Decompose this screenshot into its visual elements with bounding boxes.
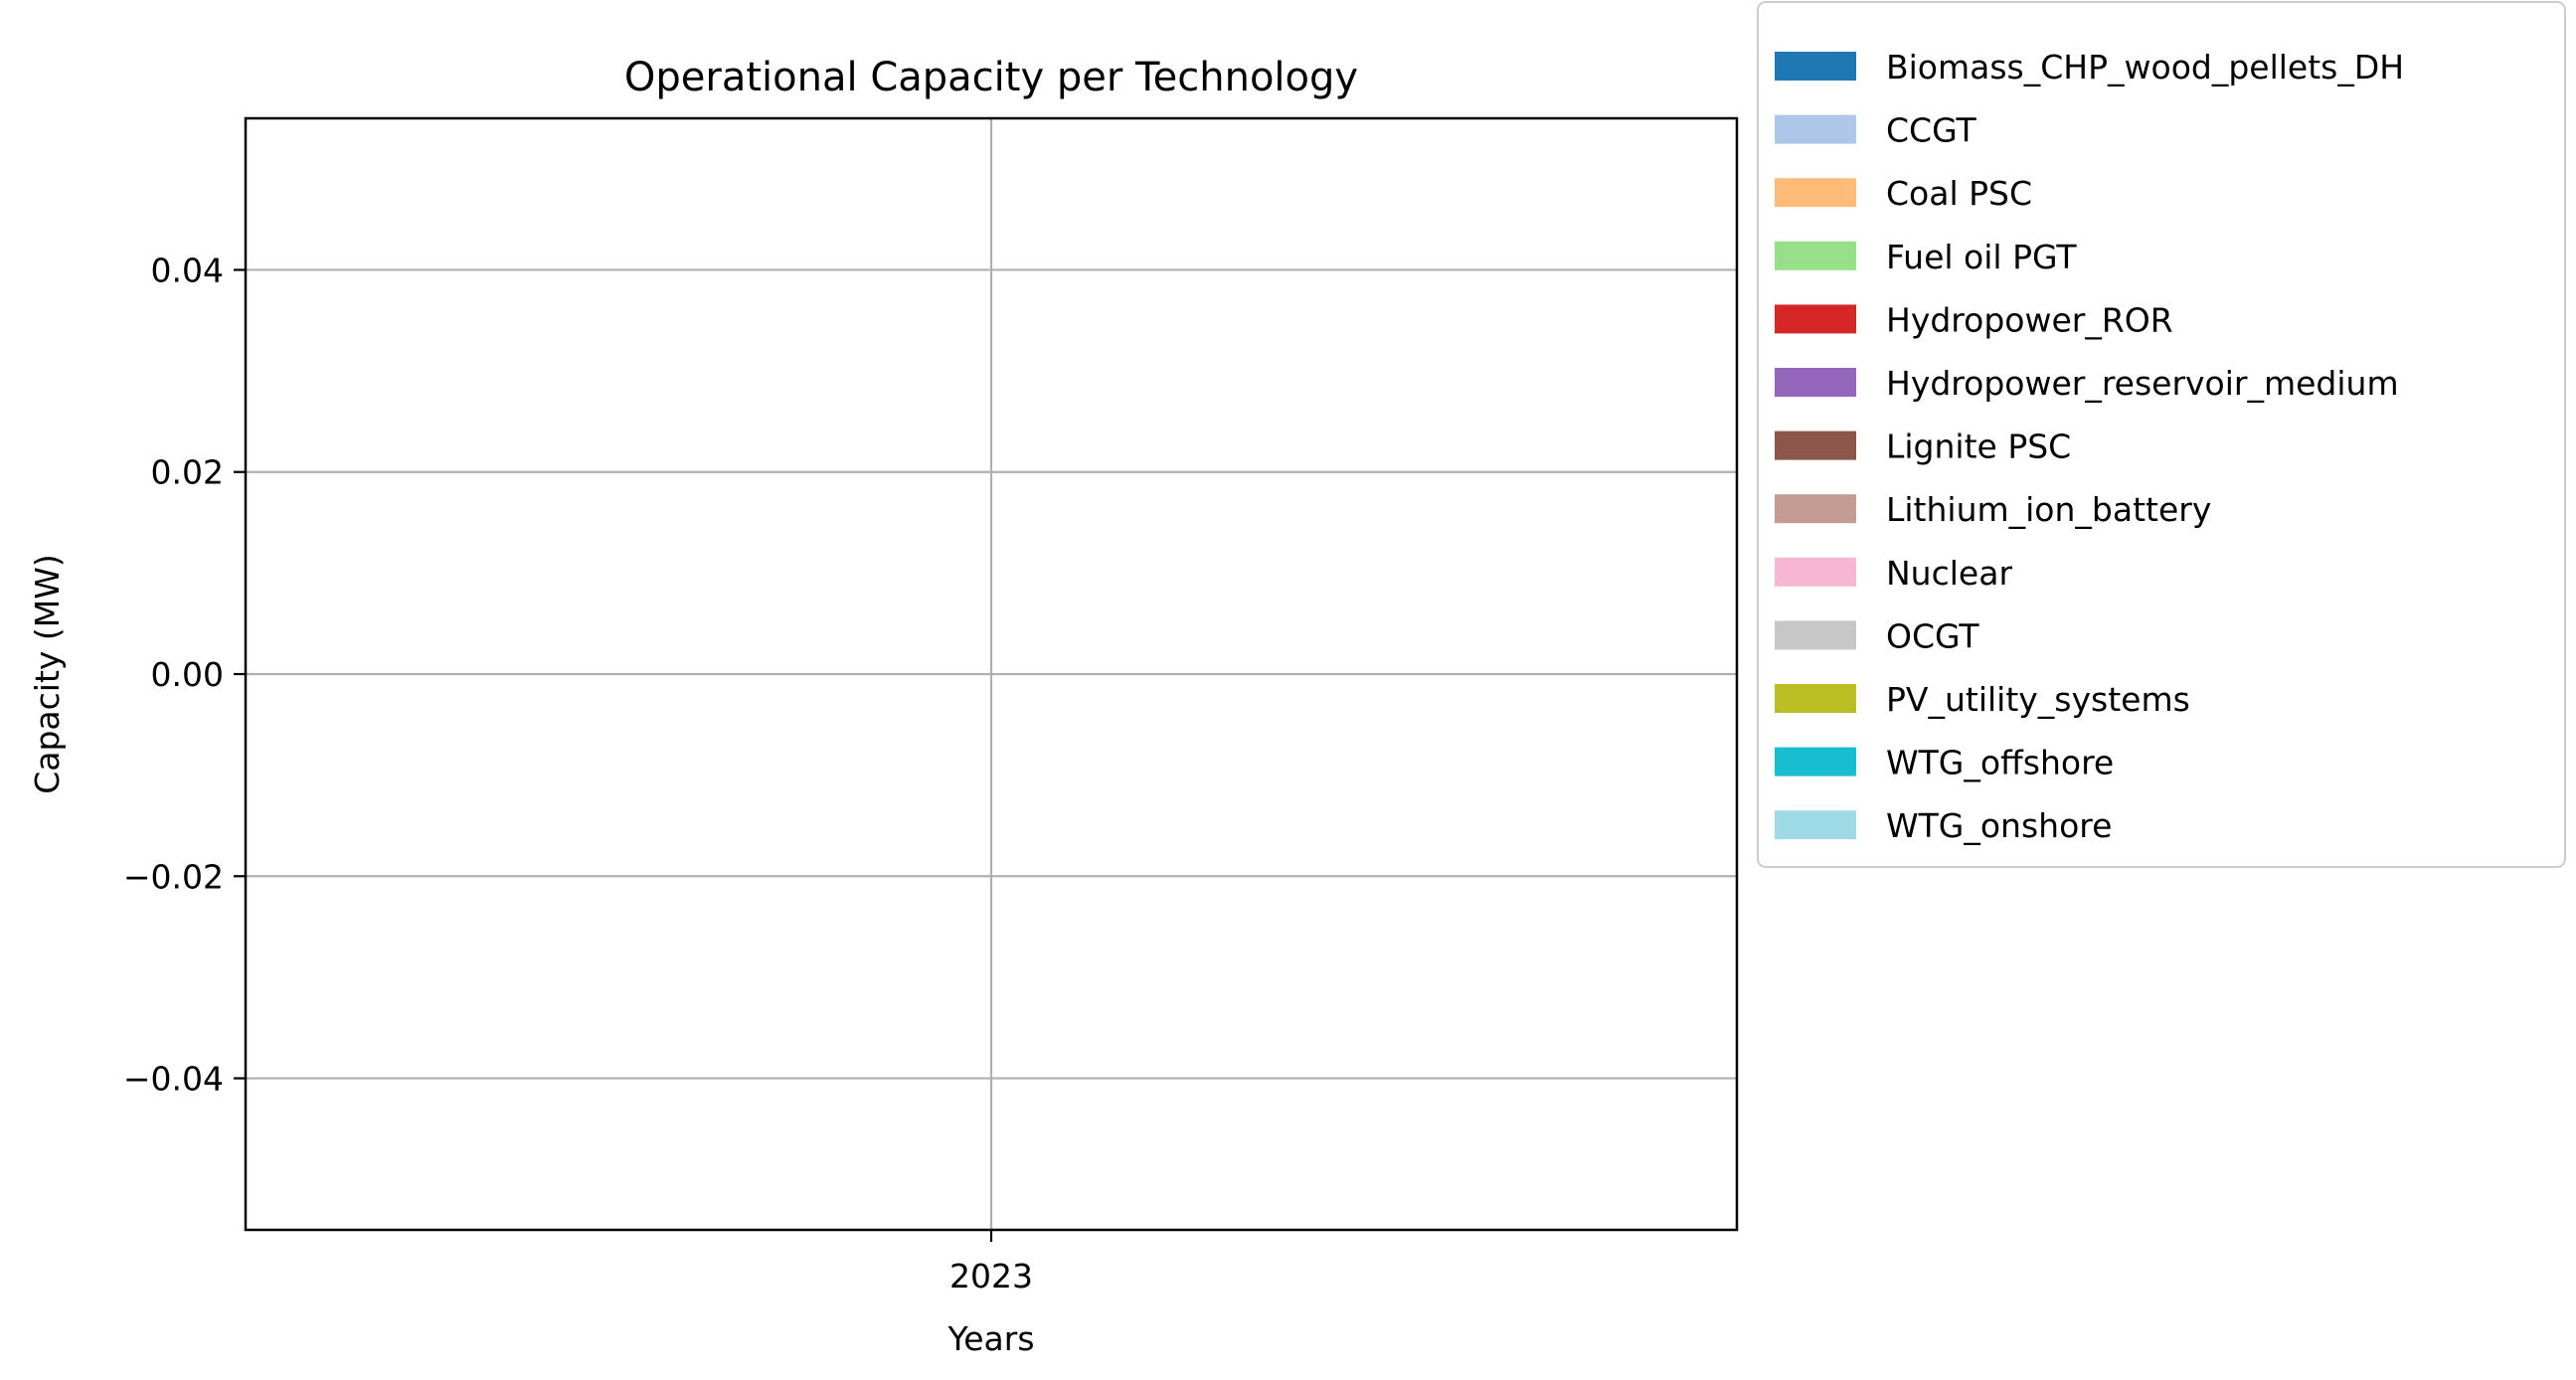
legend-swatch [1775, 620, 1856, 650]
y-axis-label: Capacity (MW) [28, 554, 67, 794]
legend: Biomass_CHP_wood_pellets_DH CCGT Coal PSC F… [1757, 1, 2566, 868]
legend-swatch [1775, 747, 1856, 776]
legend-swatch [1775, 241, 1856, 270]
legend-label: Coal PSC [1886, 174, 2032, 213]
legend-swatch [1775, 52, 1856, 81]
y-tick-label: −0.04 [123, 1060, 224, 1099]
legend-swatch [1775, 304, 1856, 334]
legend-label: WTG_onshore [1886, 806, 2112, 845]
legend-label: Lignite PSC [1886, 428, 2071, 466]
legend-label: WTG_offshore [1886, 744, 2114, 782]
x-axis-label: Years [946, 1319, 1034, 1358]
legend-swatch [1775, 684, 1856, 713]
legend-label: OCGT [1886, 616, 1979, 655]
legend-swatch [1775, 178, 1856, 208]
legend-label: Hydropower_ROR [1886, 300, 2173, 339]
legend-label: Fuel oil PGT [1886, 238, 2077, 276]
legend-frame [1757, 1, 2566, 868]
x-tick-label: 2023 [949, 1257, 1033, 1295]
legend-swatch [1775, 494, 1856, 524]
y-tick-label: −0.02 [123, 857, 224, 896]
legend-label: CCGT [1886, 111, 1976, 150]
chart-title: Operational Capacity per Technology [624, 55, 1358, 100]
legend-swatch [1775, 368, 1856, 397]
y-tick-label: 0.02 [151, 453, 224, 492]
legend-swatch [1775, 431, 1856, 460]
grid-lines [246, 118, 1737, 1230]
legend-label: Hydropower_reservoir_medium [1886, 364, 2399, 403]
legend-items: Biomass_CHP_wood_pellets_DH CCGT Coal PSC F… [1775, 48, 2404, 845]
legend-swatch [1775, 810, 1856, 840]
legend-label: Lithium_ion_battery [1886, 490, 2211, 529]
legend-label: PV_utility_systems [1886, 680, 2190, 719]
y-tick-label: 0.00 [151, 655, 224, 694]
legend-swatch [1775, 557, 1856, 587]
y-axis-ticks: −0.04 −0.02 0.00 0.02 0.04 [123, 251, 246, 1099]
legend-label: Biomass_CHP_wood_pellets_DH [1886, 48, 2404, 86]
x-axis-ticks: 2023 [949, 1230, 1033, 1295]
legend-swatch [1775, 114, 1856, 144]
y-tick-label: 0.04 [151, 251, 224, 289]
legend-label: Nuclear [1886, 554, 2012, 593]
